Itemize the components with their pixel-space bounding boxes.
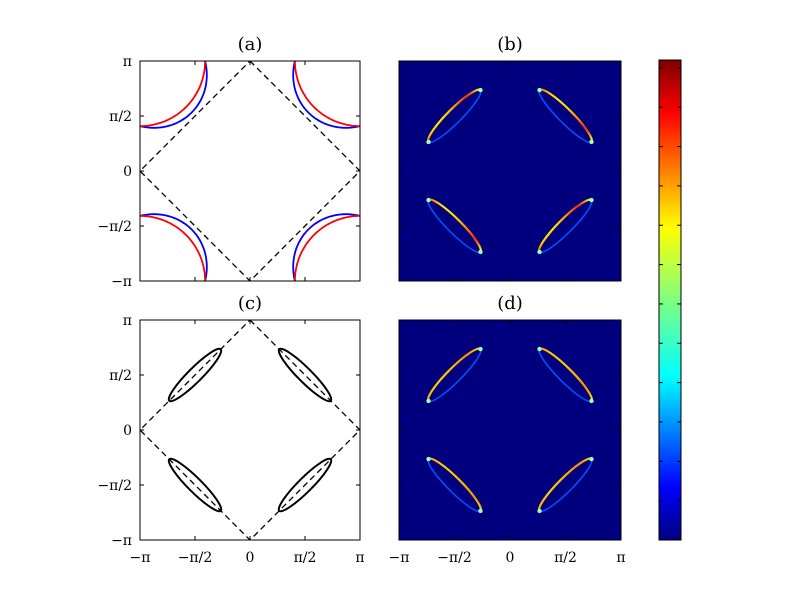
pocket-inner-edge [427, 458, 482, 513]
hole-pocket [277, 347, 333, 403]
y-tick-label: −π/2 [97, 219, 132, 235]
pocket-inner-edge [538, 348, 593, 403]
blue-fermi-curve [140, 213, 208, 281]
pocket-tip [537, 346, 542, 352]
y-tick-label: π [123, 54, 132, 70]
pocket-tip [537, 87, 542, 93]
panel-d: −π −π/2 0 π/2 π [389, 319, 626, 566]
pocket-outer-edge [427, 457, 483, 512]
pocket-outer-edge [426, 88, 482, 143]
pocket-tip [426, 197, 431, 203]
colorbar [658, 59, 682, 541]
pocket-tip [478, 249, 483, 255]
x-tick-label: −π [130, 550, 151, 566]
pocket-inner-edge [427, 348, 482, 403]
pocket-outer-edge [538, 88, 594, 143]
pocket-tip [478, 346, 483, 352]
pocket-tip [426, 139, 431, 145]
pocket-tip [589, 197, 594, 203]
x-tick-label: π/2 [294, 550, 317, 566]
panel-c-title: (c) [238, 293, 262, 314]
x-tick-label: π/2 [554, 550, 577, 566]
pocket-tip [589, 456, 594, 462]
pocket-tip [426, 398, 431, 404]
panel-a: −π −π/2 0 π/2 π [97, 54, 361, 290]
x-tick-label: −π/2 [437, 550, 472, 566]
pocket-tip [537, 249, 542, 255]
pocket-inner-edge [427, 199, 482, 254]
panel-c: −π−π −π/2 −π/2 0 0 π/2 π/2 π π [97, 313, 364, 566]
x-tick-label: π [355, 550, 364, 566]
panel-b-title: (b) [497, 34, 523, 55]
pocket-tip [478, 508, 483, 514]
y-tick-label: −π/2 [97, 478, 132, 494]
y-tick-label: π [123, 313, 132, 329]
panel-a-background [140, 61, 360, 281]
red-fermi-arc [140, 215, 206, 281]
y-tick-label: 0 [123, 164, 132, 180]
y-tick-label: −π [111, 274, 132, 290]
panel-b [398, 60, 622, 282]
panel-b-heatmap-background [399, 61, 621, 281]
colorbar-gradient [658, 59, 682, 541]
panel-a-title: (a) [238, 34, 263, 55]
panel-d-title: (d) [497, 293, 523, 314]
spectral-pocket [537, 87, 594, 145]
hole-pocket [167, 457, 223, 513]
pocket-inner-edge [538, 89, 593, 144]
pocket-tip [426, 456, 431, 462]
pocket-outer-edge [537, 198, 593, 253]
panel-c-background [140, 320, 360, 540]
pocket-tip [478, 87, 483, 93]
pocket-tip [589, 398, 594, 404]
spectral-pocket [426, 456, 483, 514]
zone-boundary [140, 61, 360, 281]
zone-boundary [140, 320, 360, 540]
pocket-outer-edge [537, 457, 593, 512]
pocket-inner-edge [538, 458, 593, 513]
spectral-pocket [426, 346, 483, 404]
y-tick-label: π/2 [109, 109, 132, 125]
pocket-outer-edge [426, 347, 482, 402]
spectral-pocket [537, 197, 594, 255]
hole-pocket [277, 457, 333, 513]
x-tick-label: −π [389, 550, 410, 566]
hole-pocket [167, 347, 223, 403]
x-tick-label: π [616, 550, 625, 566]
spectral-pocket [537, 346, 594, 404]
y-tick-label: 0 [123, 423, 132, 439]
panel-d-heatmap-background [399, 320, 621, 540]
blue-fermi-curve [292, 61, 360, 129]
x-tick-label: 0 [506, 550, 515, 566]
red-fermi-arc [294, 61, 360, 127]
pocket-inner-edge [427, 89, 482, 144]
pocket-outer-edge [427, 198, 483, 253]
pocket-inner-edge [538, 199, 593, 254]
y-tick-label: −π [111, 533, 132, 549]
pocket-tip [537, 508, 542, 514]
spectral-pocket [426, 87, 483, 145]
red-fermi-arc [140, 61, 206, 127]
blue-fermi-curve [140, 61, 208, 129]
x-tick-label: −π/2 [178, 550, 213, 566]
red-fermi-arc [294, 215, 360, 281]
spectral-pocket [537, 456, 594, 514]
spectral-pocket [426, 197, 483, 255]
x-tick-label: 0 [246, 550, 255, 566]
y-tick-label: π/2 [109, 368, 132, 384]
pocket-tip [589, 139, 594, 145]
pocket-outer-edge [538, 347, 594, 402]
blue-fermi-curve [292, 213, 360, 281]
